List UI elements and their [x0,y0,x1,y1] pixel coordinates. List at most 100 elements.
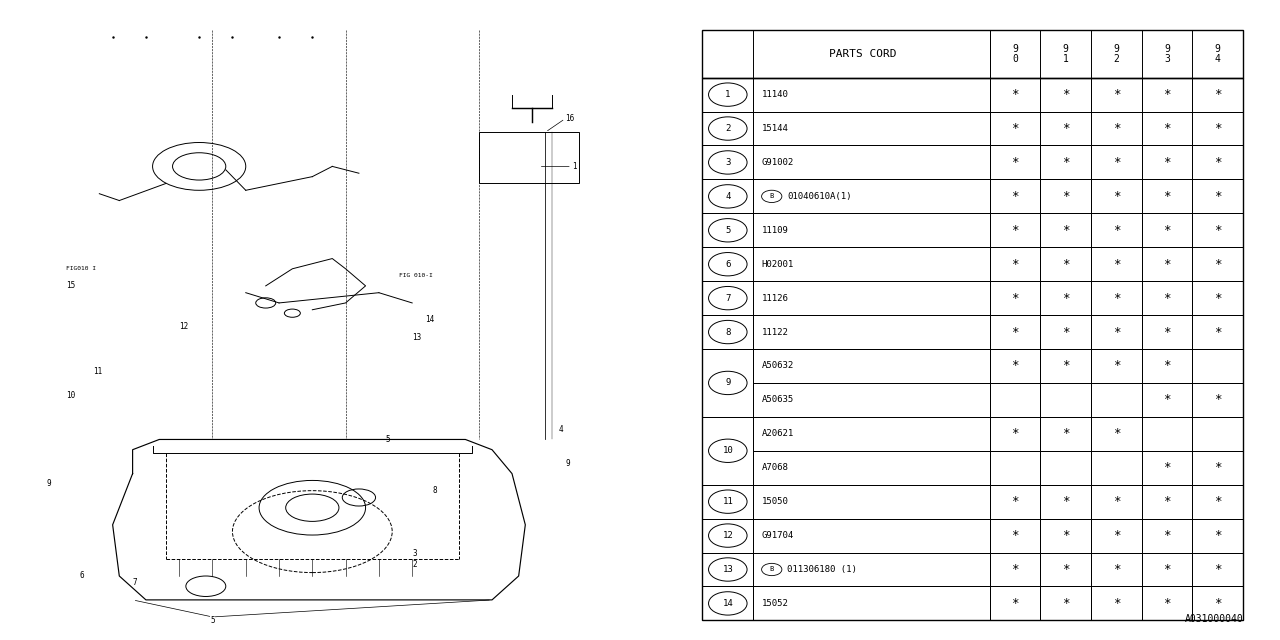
Text: 2: 2 [726,124,731,133]
Text: 9
4: 9 4 [1215,44,1221,64]
Bar [1041,518,1091,552]
Bar [1041,417,1091,451]
Bar [753,586,989,620]
Text: *: * [1062,597,1070,610]
Text: *: * [1011,563,1019,576]
Text: 13: 13 [412,333,421,342]
Text: 1: 1 [572,162,576,171]
Bar [1091,247,1142,281]
Bar [1041,586,1091,620]
Bar [1091,213,1142,247]
Text: *: * [1213,122,1221,135]
Text: B: B [769,566,774,573]
Bar [989,484,1041,518]
Bar [753,518,989,552]
Text: 15052: 15052 [762,599,788,608]
Text: A20621: A20621 [762,429,794,438]
Bar [1142,179,1193,213]
Bar [703,518,753,552]
Bar [1193,417,1243,451]
Text: A50632: A50632 [762,362,794,371]
Bar [1091,586,1142,620]
Text: *: * [1112,258,1120,271]
Bar [1091,315,1142,349]
Bar [1041,484,1091,518]
Text: 6: 6 [79,572,84,580]
Text: 14: 14 [722,599,733,608]
Bar [1142,77,1193,111]
Bar [753,484,989,518]
Bar [703,552,753,586]
Bar [703,77,753,111]
Text: *: * [1164,461,1171,474]
Text: *: * [1062,156,1070,169]
Text: G91704: G91704 [762,531,794,540]
Text: *: * [1011,156,1019,169]
Text: A7068: A7068 [762,463,788,472]
Text: *: * [1112,597,1120,610]
Text: 15: 15 [67,282,76,291]
Text: *: * [1062,190,1070,203]
Bar [1193,315,1243,349]
Bar [1193,281,1243,315]
Text: *: * [1213,461,1221,474]
Bar [1142,552,1193,586]
Text: *: * [1112,122,1120,135]
Text: *: * [1213,292,1221,305]
Text: B: B [769,193,774,200]
Bar [1193,111,1243,145]
Bar [1091,417,1142,451]
Bar [989,518,1041,552]
Bar [1142,383,1193,417]
Bar [1041,349,1091,383]
Bar [1193,145,1243,179]
Text: *: * [1011,122,1019,135]
Text: 6: 6 [726,260,731,269]
Bar [1041,247,1091,281]
Text: *: * [1062,122,1070,135]
Bar [1041,77,1091,111]
Bar [1193,451,1243,484]
Bar [1091,349,1142,383]
Text: *: * [1164,394,1171,406]
Bar [1142,451,1193,484]
Bar [1091,484,1142,518]
Text: 5: 5 [726,226,731,235]
Text: 12: 12 [722,531,733,540]
Bar [1091,552,1142,586]
Text: 1: 1 [726,90,731,99]
Text: *: * [1112,224,1120,237]
Bar [703,417,753,484]
Bar [1091,281,1142,315]
Bar [989,552,1041,586]
Text: *: * [1213,258,1221,271]
Bar [1041,179,1091,213]
Text: PARTS CORD: PARTS CORD [829,49,897,59]
Text: 11: 11 [722,497,733,506]
Bar [1142,518,1193,552]
Bar [1193,179,1243,213]
Text: *: * [1164,224,1171,237]
Text: *: * [1112,428,1120,440]
Bar [1091,145,1142,179]
Text: *: * [1112,190,1120,203]
Text: *: * [1011,597,1019,610]
Text: *: * [1164,122,1171,135]
Bar [1041,451,1091,484]
Text: *: * [1164,597,1171,610]
Bar [1142,586,1193,620]
Bar [1193,518,1243,552]
Text: 8: 8 [726,328,731,337]
Bar [989,111,1041,145]
Bar [1142,111,1193,145]
Text: *: * [1164,190,1171,203]
Text: *: * [1213,224,1221,237]
Text: *: * [1164,326,1171,339]
Text: *: * [1062,224,1070,237]
Text: *: * [1062,428,1070,440]
Text: *: * [1062,360,1070,372]
Bar [989,349,1041,383]
Bar [1193,552,1243,586]
Bar [1041,213,1091,247]
Bar [1041,281,1091,315]
